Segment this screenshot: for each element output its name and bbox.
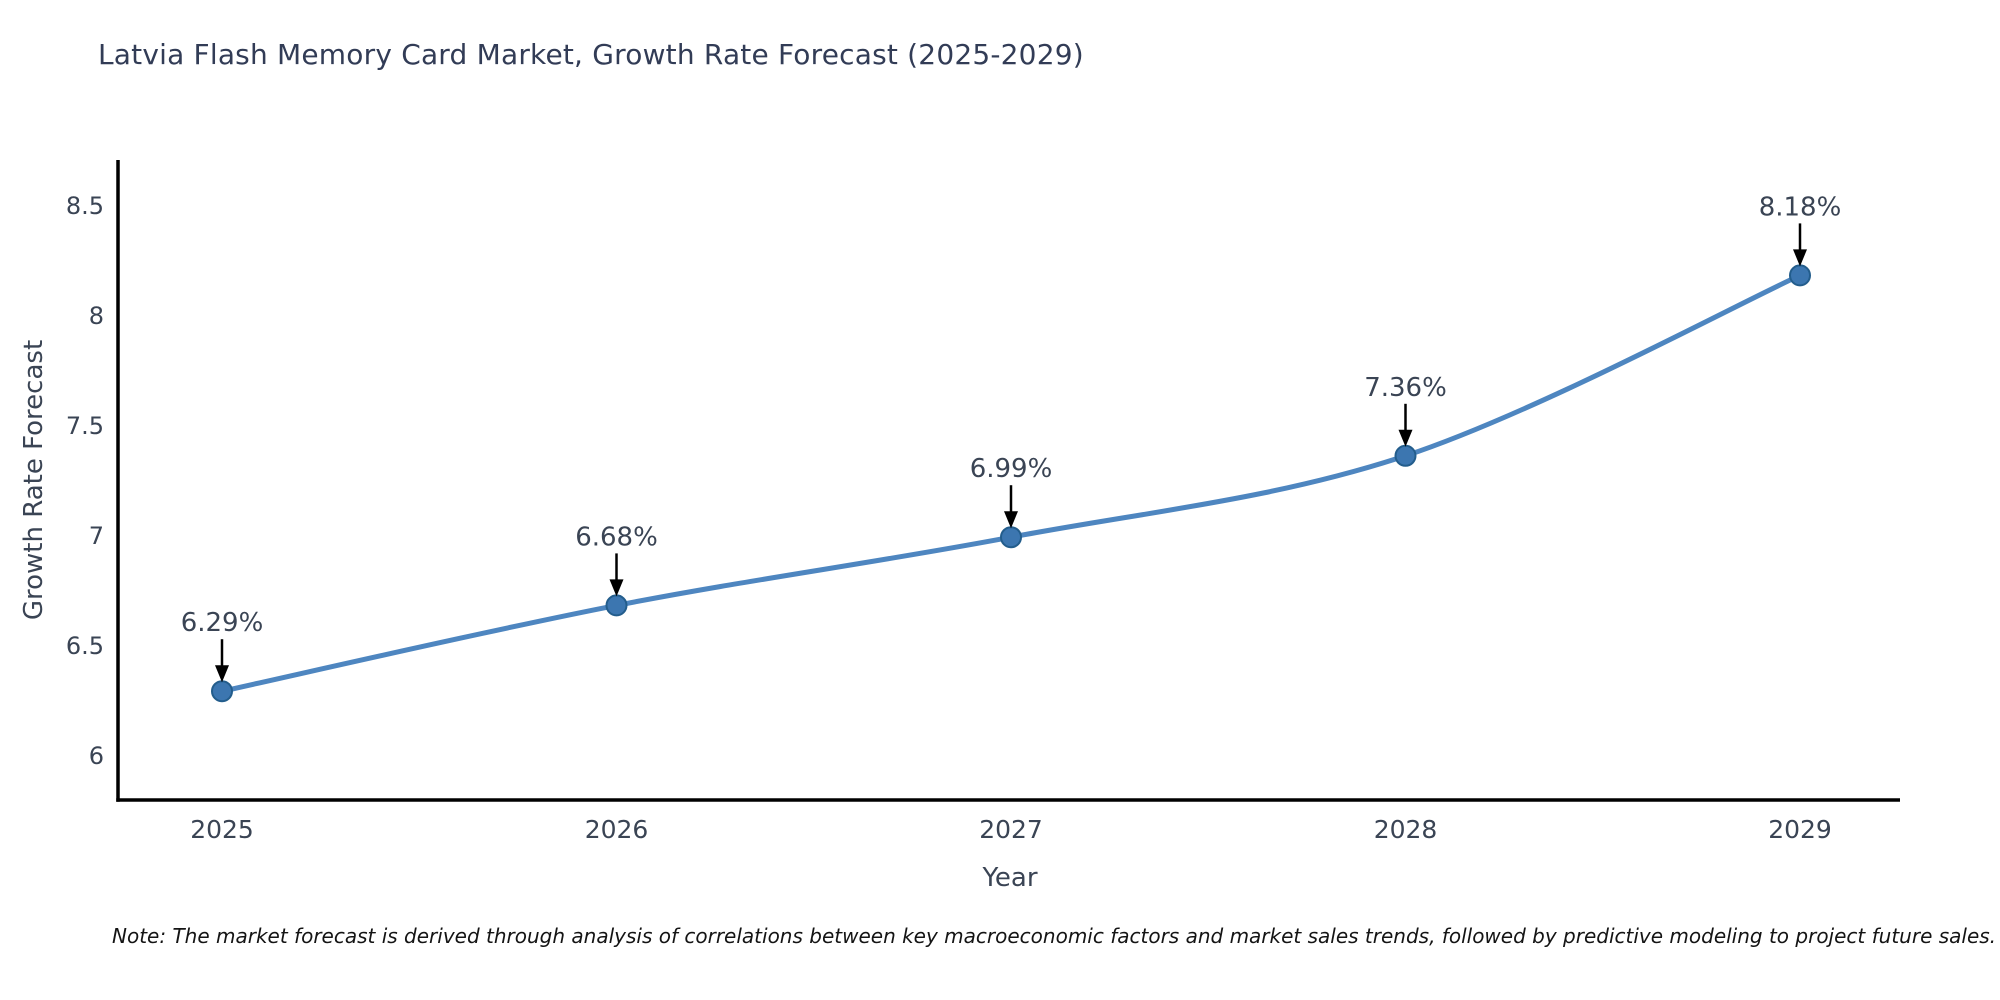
data-point-label: 7.36% <box>1364 373 1447 403</box>
y-tick-label: 6.5 <box>66 632 104 660</box>
x-tick-label: 2025 <box>190 815 254 844</box>
x-axis-title: Year <box>982 863 1038 893</box>
y-tick-label: 7.5 <box>66 412 104 440</box>
data-point-label: 6.29% <box>181 608 264 638</box>
chart-title: Latvia Flash Memory Card Market, Growth … <box>98 38 1084 71</box>
data-point-marker <box>605 594 628 617</box>
x-tick-label: 2028 <box>1374 815 1438 844</box>
x-tick-label: 2027 <box>979 815 1043 844</box>
y-axis-title: Growth Rate Forecast <box>19 339 49 621</box>
x-tick-label: 2026 <box>585 815 649 844</box>
annotation-arrowhead <box>1793 249 1807 267</box>
annotation-arrowhead <box>1398 429 1413 447</box>
annotation-arrowhead <box>215 665 229 683</box>
data-point-marker <box>1000 526 1022 549</box>
data-point-marker <box>1394 444 1417 467</box>
y-tick-label: 6 <box>89 742 104 770</box>
data-point-label: 8.18% <box>1759 192 1842 222</box>
footnote: Note: The market forecast is derived thr… <box>112 924 1997 948</box>
data-point-label: 6.68% <box>575 522 658 552</box>
annotation-arrowhead <box>609 579 624 597</box>
y-tick-label: 8.5 <box>66 192 104 220</box>
data-point-marker <box>211 680 233 703</box>
y-tick-label: 7 <box>89 522 104 550</box>
data-point-label: 6.99% <box>970 454 1053 484</box>
data-point-marker <box>1789 264 1811 287</box>
y-tick-label: 8 <box>89 302 104 330</box>
x-tick-label: 2029 <box>1768 815 1832 844</box>
annotation-arrowhead <box>1004 511 1018 529</box>
